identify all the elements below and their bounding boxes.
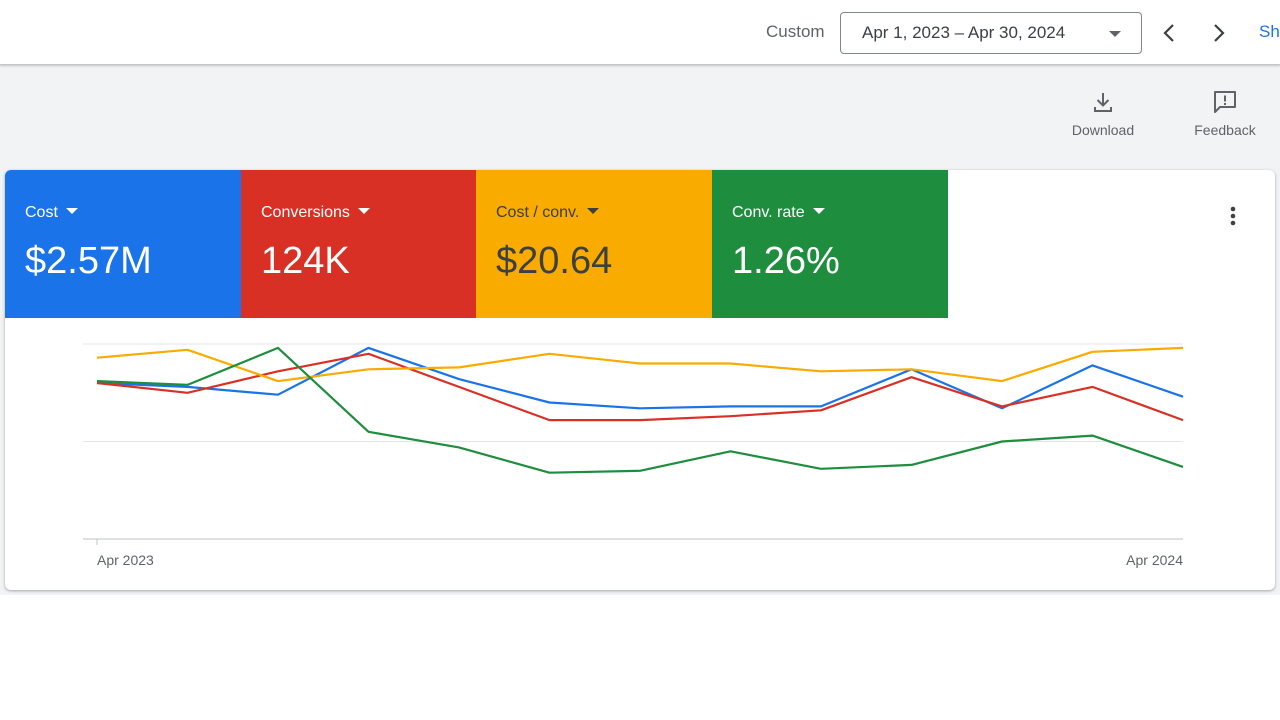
metric-name: Cost [25, 204, 78, 222]
series-line-conv-rate [96, 346, 1184, 474]
download-label: Download [1071, 122, 1135, 138]
line-chart: Apr 2023 Apr 2024 [83, 343, 1184, 568]
series-line-cost-conv [96, 346, 1184, 383]
more-vert-icon [1230, 206, 1236, 226]
performance-chart-card: Cost $2.57M Conversions 124K Cost / conv… [5, 170, 1275, 590]
range-type-label: Custom [766, 22, 825, 41]
metric-value: $20.64 [496, 240, 613, 282]
feedback-icon [1214, 91, 1236, 113]
series-line-conversions [96, 352, 1184, 422]
next-period-button[interactable] [1208, 17, 1230, 49]
chevron-right-icon [1214, 24, 1225, 42]
metric-tile-cost-per-conversion[interactable]: Cost / conv. $20.64 [476, 170, 712, 318]
metric-value: 1.26% [732, 240, 840, 282]
chevron-left-icon [1163, 24, 1174, 42]
x-tick-label: Apr 2023 [97, 552, 154, 568]
date-range-select[interactable]: Apr 1, 2023 – Apr 30, 2024 [840, 12, 1142, 54]
x-tick-label: Apr 2024 [1126, 552, 1183, 568]
metric-tile-cost[interactable]: Cost $2.57M [5, 170, 241, 318]
top-toolbar: Custom Apr 1, 2023 – Apr 30, 2024 Sh [0, 0, 1280, 65]
metric-name: Conversions [261, 204, 370, 222]
dropdown-arrow-icon [587, 208, 600, 214]
show-link[interactable]: Sh [1259, 22, 1280, 41]
feedback-label: Feedback [1194, 122, 1256, 138]
dropdown-arrow-icon [357, 208, 370, 214]
metric-name: Cost / conv. [496, 204, 600, 222]
feedback-button[interactable]: Feedback [1188, 88, 1262, 138]
metric-tile-conversions[interactable]: Conversions 124K [241, 170, 477, 318]
metric-tile-conversion-rate[interactable]: Conv. rate 1.26% [712, 170, 948, 318]
download-icon [1094, 93, 1112, 112]
series-line-cost [96, 346, 1184, 410]
dropdown-arrow-icon [812, 208, 825, 214]
metric-value: 124K [261, 240, 350, 282]
metric-name: Conv. rate [732, 204, 825, 222]
previous-period-button[interactable] [1158, 17, 1180, 49]
dropdown-arrow-icon [65, 208, 78, 214]
download-button[interactable]: Download [1066, 88, 1140, 138]
dropdown-arrow-icon [1109, 31, 1121, 37]
metric-value: $2.57M [25, 240, 152, 282]
more-options-button[interactable] [1223, 202, 1243, 230]
date-range-value: Apr 1, 2023 – Apr 30, 2024 [862, 23, 1066, 42]
